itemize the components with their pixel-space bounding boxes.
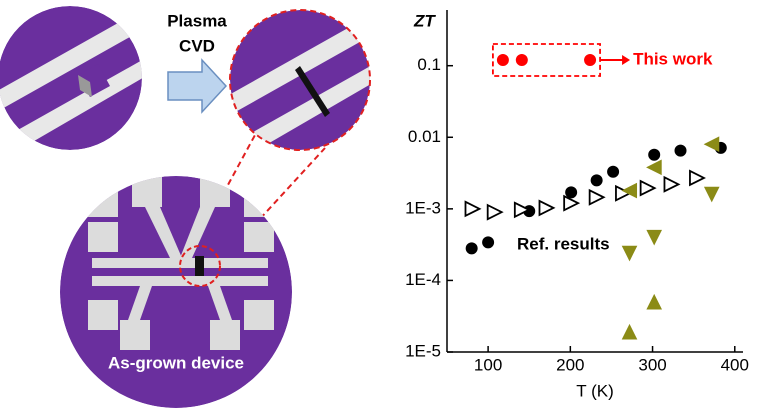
point: [641, 181, 655, 195]
annotation: Ref. results: [517, 234, 610, 253]
point: [591, 175, 602, 186]
point: [488, 205, 502, 219]
point: [585, 55, 596, 66]
point: [664, 177, 678, 191]
point: [590, 190, 604, 204]
after-zoom: [220, 10, 395, 160]
process-arrow: [168, 60, 226, 112]
point: [647, 230, 661, 244]
point: [623, 325, 637, 339]
arrow-label: CVD: [179, 36, 215, 55]
point: [649, 149, 660, 160]
y-tick-label: 0.01: [408, 127, 441, 146]
point: [566, 187, 577, 198]
point: [675, 145, 686, 156]
point: [497, 55, 508, 66]
x-tick-label: 300: [638, 355, 666, 374]
pointer-head: [622, 55, 630, 65]
y-tick-label: 1E-4: [405, 270, 441, 289]
device-label: As-grown device: [108, 353, 244, 372]
before-zoom: [0, 5, 165, 155]
figure: Plasma CVD As-grown device 1E-5 1E-4 1E-3 0…: [0, 0, 757, 409]
point: [647, 295, 661, 309]
y-tick-label: 1E-3: [405, 198, 441, 217]
x-axis-label: T (K): [576, 381, 613, 400]
arrow-label: Plasma: [167, 11, 227, 30]
point: [623, 246, 637, 260]
point: [690, 171, 704, 185]
point: [483, 237, 494, 248]
x-tick-label: 200: [556, 355, 584, 374]
highlight-box: [493, 44, 600, 76]
point: [465, 202, 479, 216]
point: [705, 187, 719, 201]
y-tick-label: 0.1: [417, 55, 441, 74]
x-tick-label: 400: [721, 355, 749, 374]
y-tick-label: 1E-5: [405, 341, 441, 360]
point: [705, 137, 719, 151]
y-axis-label: ZT: [413, 11, 436, 30]
x-tick-label: 100: [474, 355, 502, 374]
chart: 1E-5 1E-4 1E-3 0.01 0.1 100 200 300 400 ZT T (K) Th…: [405, 10, 749, 400]
device: [60, 175, 292, 408]
point: [608, 166, 619, 177]
point: [466, 243, 477, 254]
annotation: This work: [633, 50, 713, 69]
point: [539, 201, 553, 215]
point: [516, 55, 527, 66]
point: [647, 160, 661, 174]
